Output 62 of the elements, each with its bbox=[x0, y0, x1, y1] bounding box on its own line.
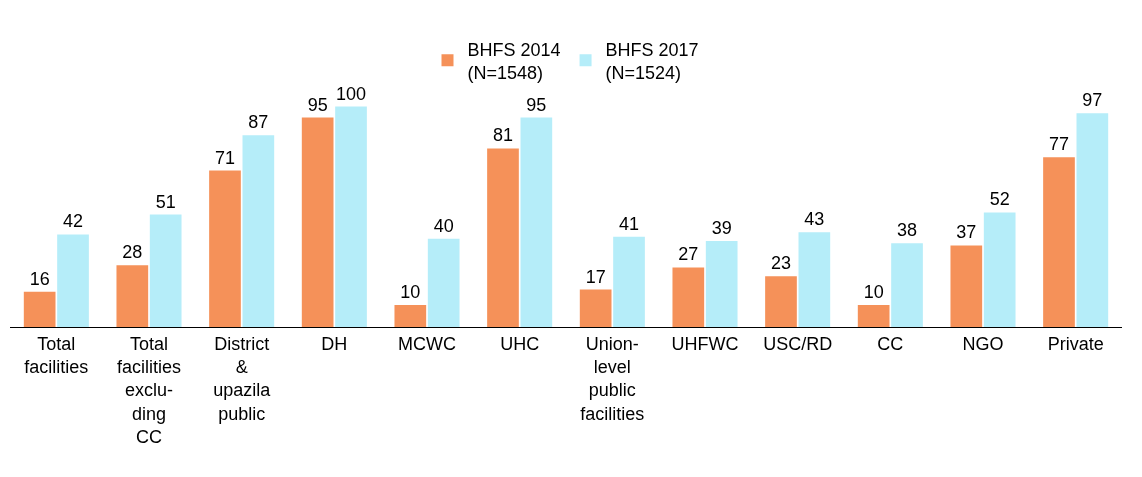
bar bbox=[209, 170, 241, 327]
bar bbox=[613, 236, 645, 327]
bar bbox=[23, 291, 56, 327]
bar bbox=[1076, 113, 1109, 327]
data-label: 52 bbox=[989, 189, 1010, 210]
data-label: 23 bbox=[770, 253, 791, 274]
x-tick-label: Total facilities exclu- ding CC bbox=[116, 333, 182, 448]
legend-label: BHFS 2017 (N=1524) bbox=[605, 39, 699, 83]
data-label: 95 bbox=[307, 94, 328, 115]
bar bbox=[857, 304, 890, 327]
x-tick-label: Private bbox=[1047, 333, 1104, 354]
bar bbox=[1043, 157, 1075, 327]
x-tick-label: Total facilities bbox=[24, 333, 89, 377]
bar bbox=[983, 212, 1016, 327]
data-label: 97 bbox=[1082, 90, 1103, 111]
bar bbox=[705, 241, 738, 327]
x-tick-label: District & upazila public bbox=[213, 333, 272, 424]
x-tick-label: UHFWC bbox=[671, 333, 739, 354]
x-tick-label: Union- level public facilities bbox=[580, 333, 645, 424]
bar bbox=[950, 245, 983, 327]
bar bbox=[57, 234, 89, 327]
bar bbox=[116, 265, 149, 327]
x-tick-label: MCWC bbox=[398, 333, 456, 354]
data-label: 38 bbox=[897, 220, 918, 241]
bar bbox=[765, 276, 797, 327]
data-label: 37 bbox=[956, 222, 977, 243]
data-label: 28 bbox=[122, 242, 143, 263]
bar bbox=[672, 267, 705, 327]
data-label: 41 bbox=[619, 213, 640, 234]
bar bbox=[891, 243, 923, 327]
bar bbox=[335, 106, 367, 327]
bar bbox=[579, 289, 612, 327]
bar bbox=[798, 232, 831, 327]
data-label: 10 bbox=[863, 281, 884, 302]
bar bbox=[242, 135, 275, 327]
data-label: 39 bbox=[711, 218, 732, 239]
bar bbox=[427, 238, 460, 327]
data-label: 95 bbox=[526, 94, 547, 115]
x-tick-label: CC bbox=[877, 333, 904, 354]
data-label: 16 bbox=[29, 268, 50, 289]
x-tick-label: USC/RD bbox=[763, 333, 833, 354]
data-label: 42 bbox=[63, 211, 84, 232]
data-label: 100 bbox=[335, 83, 367, 104]
data-label: 40 bbox=[433, 215, 454, 236]
legend-label: BHFS 2014 (N=1548) bbox=[467, 39, 561, 83]
bar bbox=[520, 117, 553, 327]
bar bbox=[149, 214, 182, 327]
data-label: 87 bbox=[248, 112, 269, 133]
data-label: 27 bbox=[678, 244, 699, 265]
data-label: 51 bbox=[155, 191, 176, 212]
x-tick-label: NGO bbox=[962, 333, 1004, 354]
bar bbox=[301, 117, 334, 327]
x-tick-label: UHC bbox=[500, 333, 540, 354]
data-label: 17 bbox=[585, 266, 606, 287]
data-label: 10 bbox=[400, 281, 421, 302]
data-label: 71 bbox=[214, 147, 235, 168]
bar bbox=[487, 148, 519, 327]
data-label: 77 bbox=[1048, 134, 1069, 155]
data-label: 81 bbox=[492, 125, 513, 146]
x-tick-label: DH bbox=[321, 333, 348, 354]
data-label: 43 bbox=[804, 209, 825, 230]
bar bbox=[394, 304, 427, 327]
